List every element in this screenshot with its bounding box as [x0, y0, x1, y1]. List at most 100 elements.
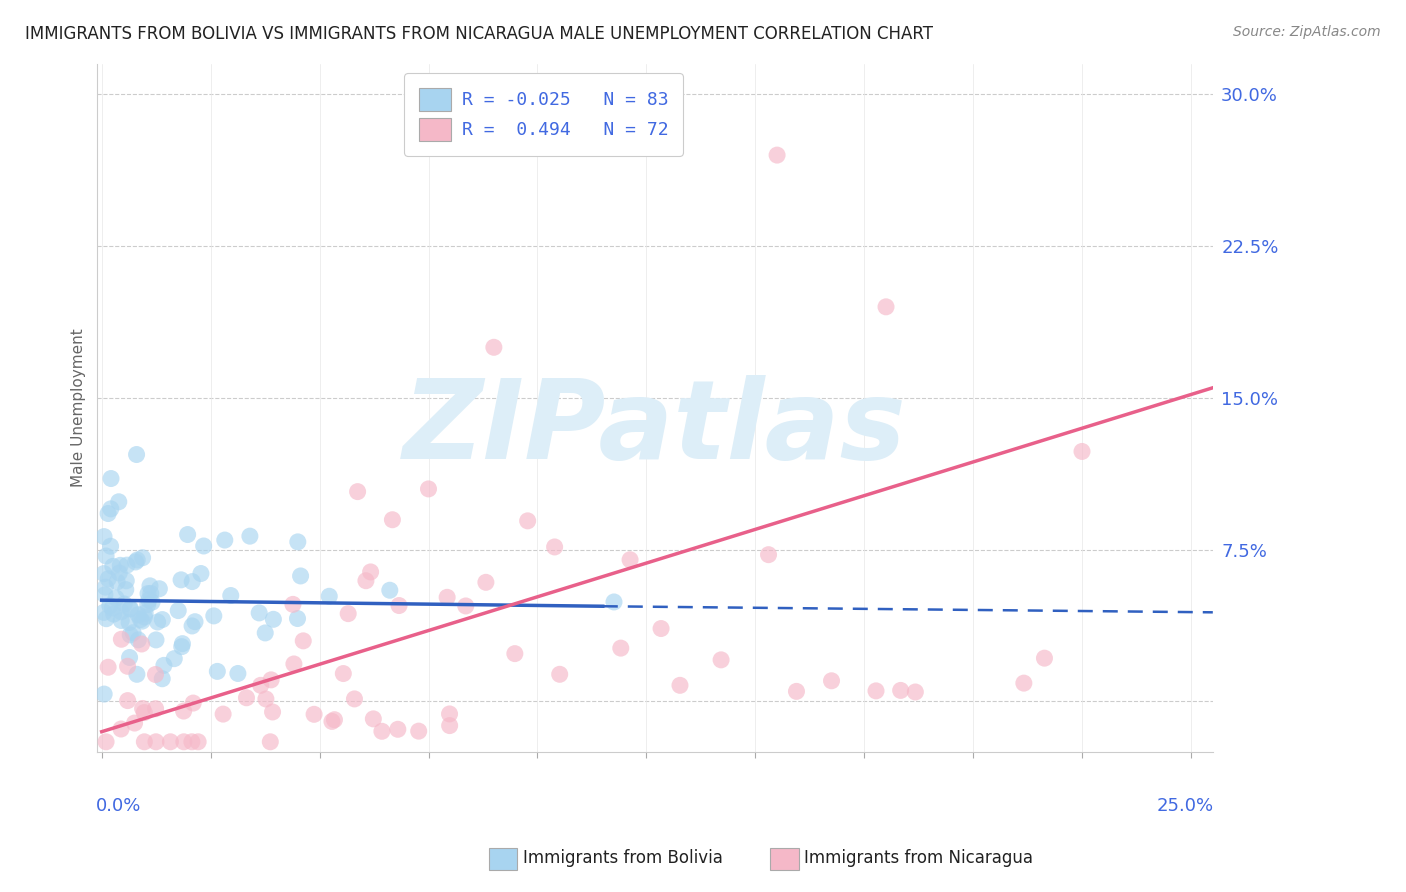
Text: ZIPatlas: ZIPatlas — [404, 376, 907, 482]
Point — [100, 539, 122, 553]
Point — [148, 582, 170, 596]
Y-axis label: Male Unemployment: Male Unemployment — [72, 328, 86, 487]
Point — [134, 706, 156, 720]
Point — [134, 606, 156, 620]
Point — [93, 530, 115, 544]
Point — [290, 569, 312, 583]
Point — [105, 574, 128, 589]
Point — [134, 735, 156, 749]
Point — [153, 658, 176, 673]
Point — [125, 667, 148, 681]
Text: IMMIGRANTS FROM BOLIVIA VS IMMIGRANTS FROM NICARAGUA MALE UNEMPLOYMENT CORRELATI: IMMIGRANTS FROM BOLIVIA VS IMMIGRANTS FR… — [25, 25, 934, 43]
Point — [139, 586, 162, 600]
Point — [360, 565, 382, 579]
Text: Immigrants from Nicaragua: Immigrants from Nicaragua — [804, 849, 1033, 867]
Point — [120, 602, 142, 616]
Point — [321, 714, 343, 729]
Point — [115, 558, 138, 573]
Point — [193, 539, 215, 553]
Point — [619, 553, 641, 567]
Point — [138, 593, 160, 607]
Point — [101, 559, 124, 574]
Point — [710, 653, 733, 667]
Point — [207, 665, 229, 679]
Point — [93, 606, 115, 620]
Point — [287, 534, 309, 549]
Point — [332, 666, 354, 681]
Point — [100, 501, 122, 516]
Legend: R = -0.025   N = 83, R =  0.494   N = 72: R = -0.025 N = 83, R = 0.494 N = 72 — [404, 73, 683, 155]
Point — [214, 533, 236, 547]
Point — [136, 598, 159, 612]
Point — [337, 607, 360, 621]
Point — [259, 735, 281, 749]
Point — [875, 300, 897, 314]
Point — [323, 713, 346, 727]
Point — [346, 484, 368, 499]
Point — [281, 598, 304, 612]
Point — [354, 574, 377, 588]
Point — [436, 591, 458, 605]
Point — [117, 659, 139, 673]
Point — [890, 683, 912, 698]
Point — [219, 589, 242, 603]
Point — [388, 599, 411, 613]
Point — [262, 705, 284, 719]
Point — [408, 724, 430, 739]
Point — [131, 701, 153, 715]
Point — [127, 607, 149, 622]
Point — [254, 692, 277, 706]
Point — [139, 579, 162, 593]
Point — [181, 696, 204, 710]
Point — [387, 723, 409, 737]
Point — [454, 599, 477, 613]
Point — [125, 448, 148, 462]
Point — [503, 647, 526, 661]
Point — [363, 712, 385, 726]
Point — [603, 595, 626, 609]
Point — [262, 612, 284, 626]
Point — [482, 340, 505, 354]
Point — [669, 678, 692, 692]
Point — [181, 619, 204, 633]
Point — [94, 549, 117, 563]
Point — [163, 651, 186, 665]
Point — [439, 718, 461, 732]
Point — [650, 622, 672, 636]
Point — [145, 667, 167, 681]
Text: Immigrants from Bolivia: Immigrants from Bolivia — [523, 849, 723, 867]
Point — [475, 575, 498, 590]
Point — [212, 707, 235, 722]
Point — [181, 574, 204, 589]
Point — [190, 566, 212, 581]
Point — [187, 735, 209, 749]
Point — [107, 495, 129, 509]
Point — [131, 637, 153, 651]
Point — [378, 583, 401, 598]
Point — [150, 613, 173, 627]
Point — [150, 672, 173, 686]
Point — [114, 582, 136, 597]
Point — [249, 678, 271, 692]
Point — [110, 605, 132, 619]
Point — [124, 555, 146, 569]
Point — [146, 615, 169, 629]
Point — [543, 540, 565, 554]
Text: 0.0%: 0.0% — [96, 797, 142, 814]
Point — [159, 735, 181, 749]
Point — [145, 701, 167, 715]
Point — [173, 704, 195, 718]
Point — [120, 628, 142, 642]
Point — [176, 527, 198, 541]
Point — [110, 614, 132, 628]
Point — [1033, 651, 1056, 665]
Point — [108, 566, 131, 580]
Point — [134, 610, 156, 624]
Point — [439, 706, 461, 721]
Point — [118, 650, 141, 665]
Text: Source: ZipAtlas.com: Source: ZipAtlas.com — [1233, 25, 1381, 39]
Point — [98, 599, 121, 613]
Point — [145, 735, 167, 749]
Point — [93, 566, 115, 581]
Point — [131, 614, 153, 628]
